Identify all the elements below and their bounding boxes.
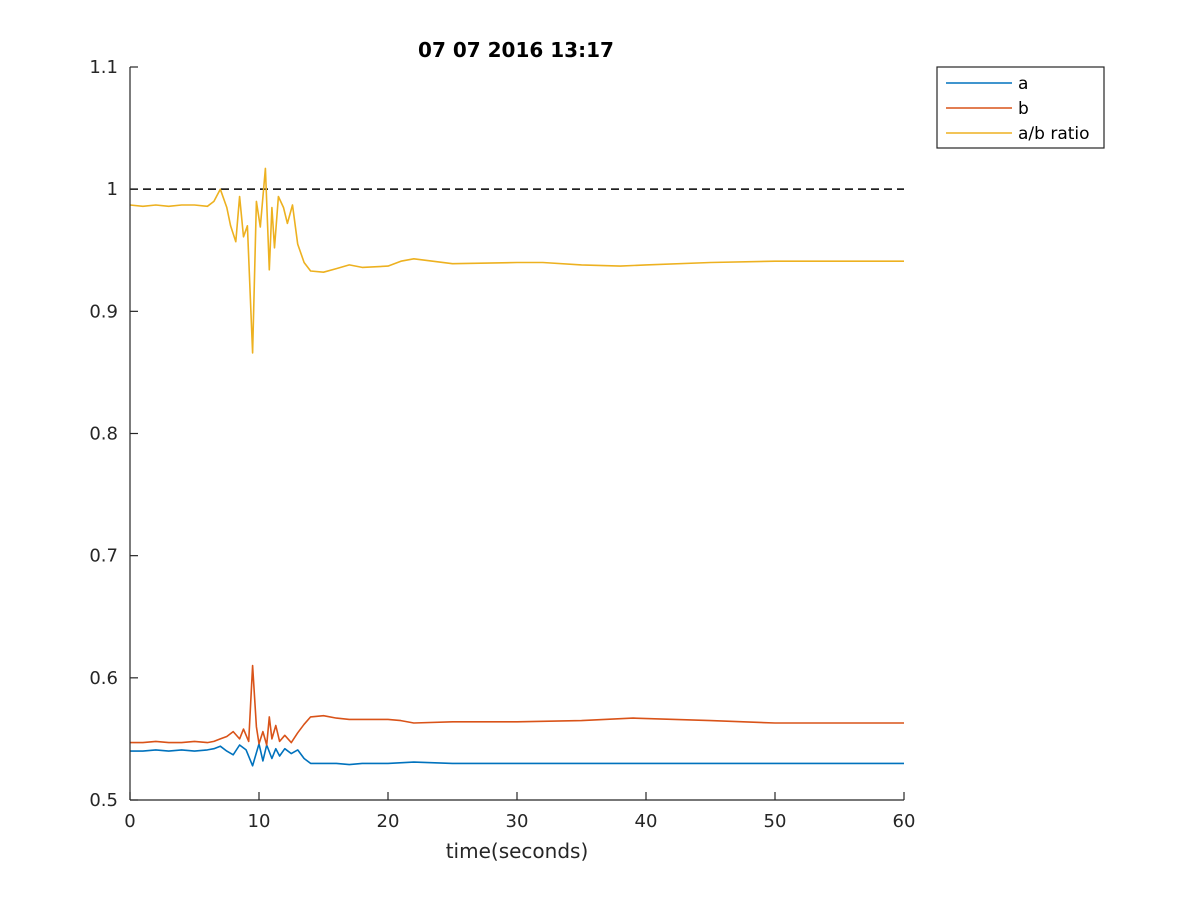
series-line-2	[130, 664, 904, 746]
series-line-1	[130, 742, 904, 767]
x-axis-label: time(seconds)	[446, 839, 589, 863]
y-tick-label: 1.1	[89, 57, 118, 78]
x-tick-label: 60	[893, 811, 916, 832]
axes-box	[130, 67, 904, 800]
x-tick-label: 0	[124, 811, 135, 832]
legend-label: a/b ratio	[1018, 124, 1090, 144]
y-tick-label: 0.6	[89, 668, 118, 689]
y-tick-label: 0.5	[89, 790, 118, 811]
plot-area: 0 10 20 30 40 50 60 0.5 0.6 0.7 0.8 0.9 1 1.1	[89, 57, 915, 832]
y-tick-label: 0.7	[89, 546, 118, 567]
chart-title: 07 07 2016 13:17	[418, 38, 614, 62]
legend-items: ab a/b ratio	[946, 74, 1090, 144]
y-tick-label: 0.8	[89, 424, 118, 445]
x-tick-label: 50	[764, 811, 787, 832]
legend-label: b	[1018, 99, 1029, 119]
legend: ab a/b ratio	[936, 66, 1105, 149]
x-tick-label: 40	[635, 811, 658, 832]
y-tick-label: 0.9	[89, 301, 118, 322]
y-tick-label: 1	[107, 179, 118, 200]
series-line-3	[129, 167, 904, 354]
x-ticks: 0 10 20 30 40 50 60	[124, 792, 915, 832]
series-layer	[129, 167, 904, 767]
legend-label: a	[1018, 74, 1028, 94]
x-tick-label: 30	[506, 811, 529, 832]
y-ticks: 0.5 0.6 0.7 0.8 0.9 1 1.1	[89, 57, 138, 811]
x-tick-label: 20	[377, 811, 400, 832]
x-tick-label: 10	[248, 811, 271, 832]
